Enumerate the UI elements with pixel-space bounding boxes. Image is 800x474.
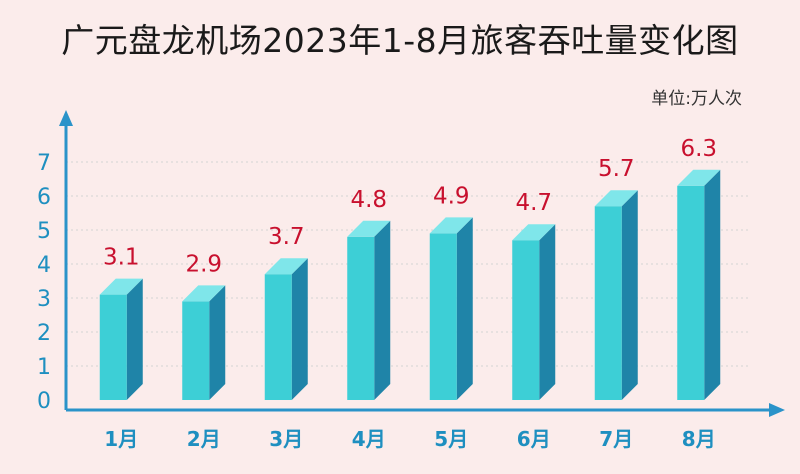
bar-top — [264, 258, 308, 275]
bar — [264, 258, 308, 400]
bar-front — [182, 301, 210, 400]
gridlines — [66, 161, 750, 367]
category-label: 3月 — [269, 427, 303, 451]
bar-side — [456, 217, 473, 400]
value-label: 3.1 — [103, 245, 140, 271]
category-label: 4月 — [352, 427, 386, 451]
bar-side — [291, 258, 308, 400]
y-tick-label: 7 — [37, 151, 51, 176]
category-label: 2月 — [187, 427, 221, 451]
bar-front — [347, 236, 375, 400]
value-label: 4.9 — [433, 183, 470, 209]
bar-top — [594, 190, 638, 207]
bar-side — [539, 224, 556, 400]
y-tick-label: 2 — [37, 321, 51, 346]
value-label: 6.3 — [680, 136, 717, 162]
bar-front — [512, 240, 540, 400]
bar-top — [429, 217, 473, 234]
value-label: 4.8 — [350, 187, 387, 213]
bar-top — [182, 285, 226, 302]
value-label: 4.7 — [515, 190, 552, 216]
y-tick-label: 6 — [37, 185, 51, 210]
category-label: 8月 — [682, 427, 716, 451]
bars — [99, 169, 721, 400]
y-axis-arrow — [59, 110, 73, 126]
bar — [677, 169, 721, 400]
y-tick-label: 0 — [37, 389, 51, 414]
value-labels: 3.1 2.9 3.7 4.8 4.9 4.7 5.7 6.3 — [103, 136, 717, 278]
bar — [429, 217, 473, 400]
unit-label: 单位:万人次 — [651, 89, 742, 109]
category-label: 7月 — [599, 427, 633, 451]
y-tick-label: 4 — [37, 253, 51, 278]
bar-side — [621, 190, 638, 400]
bar-side — [374, 220, 391, 400]
category-label: 1月 — [104, 427, 138, 451]
category-label: 6月 — [517, 427, 551, 451]
value-label: 5.7 — [598, 156, 635, 182]
bar-top — [512, 224, 556, 241]
bar-side — [126, 278, 143, 400]
y-tick-label: 3 — [37, 287, 51, 312]
category-labels: 1月 2月 3月 4月 5月 6月 7月 8月 — [104, 427, 715, 451]
bar-top — [677, 169, 721, 186]
bar-side — [209, 285, 226, 400]
bar — [512, 224, 556, 400]
bar-front — [264, 274, 292, 400]
value-label: 2.9 — [185, 251, 222, 277]
y-tick-label: 1 — [37, 355, 51, 380]
bar — [99, 278, 143, 400]
bar-front — [99, 294, 127, 400]
bar — [182, 285, 226, 400]
bar-side — [704, 169, 721, 400]
bar-front — [594, 206, 622, 400]
bar-top — [99, 278, 143, 295]
x-axis-arrow — [769, 403, 785, 417]
value-label: 3.7 — [268, 224, 305, 250]
bar — [594, 190, 638, 400]
bar — [347, 220, 391, 400]
axes — [59, 110, 785, 417]
category-label: 5月 — [434, 427, 468, 451]
y-tick-labels: 0 1 2 3 4 5 6 7 — [37, 151, 51, 414]
chart-title: 广元盘龙机场2023年1-8月旅客吞吐量变化图 — [61, 21, 739, 60]
bar-front — [429, 233, 457, 400]
y-tick-label: 5 — [37, 219, 51, 244]
bar-front — [677, 185, 705, 400]
bar-top — [347, 220, 391, 237]
